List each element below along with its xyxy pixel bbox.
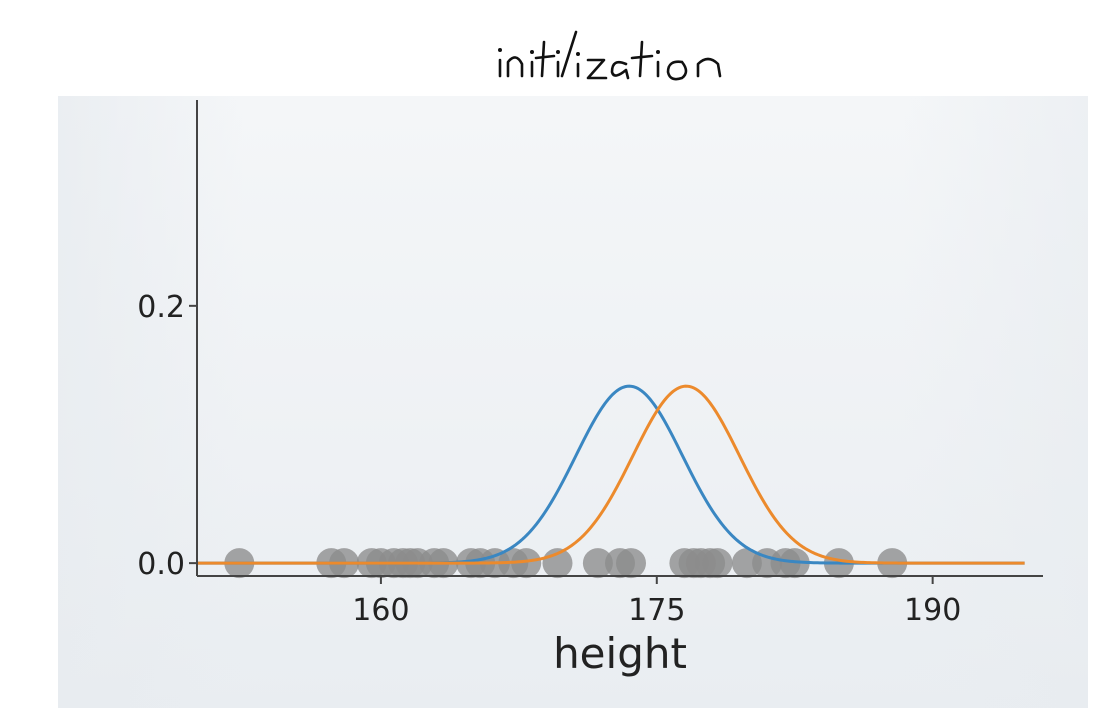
data-point-15 — [511, 548, 542, 579]
x-tick-label: 160 — [352, 593, 409, 628]
density-curves — [197, 384, 1025, 565]
data-point-17 — [582, 548, 613, 579]
data-point-19 — [616, 548, 646, 579]
x-tick-label: 190 — [904, 593, 961, 628]
x-axis-title: height — [553, 629, 687, 678]
data-point-24 — [702, 548, 733, 579]
density-curve-1 — [197, 384, 1025, 565]
x-tick-label: 175 — [628, 593, 685, 628]
handwritten-title: initilization — [498, 30, 722, 81]
density-curve-2 — [197, 384, 1025, 565]
axis-ticks: 160 175 190 0.0 0.2 — [137, 290, 961, 628]
y-tick-label: 0.0 — [137, 547, 185, 582]
chart-background — [58, 96, 1088, 708]
y-tick-label: 0.2 — [137, 290, 185, 325]
